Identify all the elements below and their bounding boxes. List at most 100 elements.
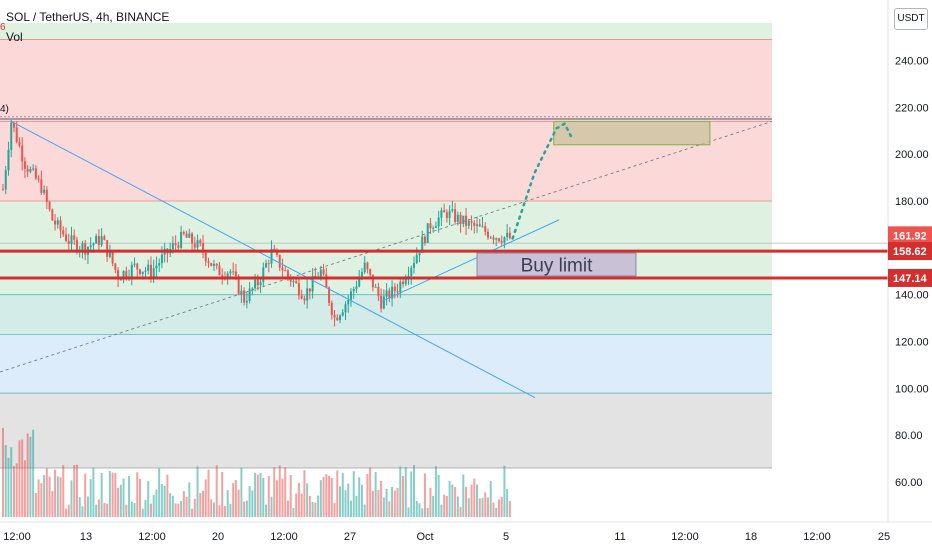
zone-6 (0, 393, 772, 468)
candle-body-161 (443, 210, 446, 213)
candle-body-16 (45, 189, 48, 202)
candle-body-151 (415, 255, 418, 264)
candle-body-146 (402, 281, 405, 285)
candle-body-156 (429, 223, 432, 229)
volume-bar-119 (328, 475, 331, 517)
price-axis[interactable]: 240.00 220.00 200.00 180.00 140.00 120.00 100.… (887, 0, 929, 522)
time-tick-3: 20 (212, 531, 224, 543)
candle-body-184 (506, 232, 509, 238)
volume-bar-79 (218, 505, 221, 517)
volume-bar-151 (415, 501, 418, 517)
volume-bar-27 (75, 464, 78, 517)
volume-bar-175 (481, 497, 484, 517)
candle-body-174 (478, 224, 481, 227)
currency-button[interactable]: USDT (894, 8, 928, 30)
time-axis[interactable]: 12:00 13 12:00 20 12:00 27 Oct 5 11 12:00 18 12:00 2… (0, 521, 932, 543)
candle-body-139 (382, 296, 385, 309)
candle-body-120 (330, 302, 333, 315)
candle-body-170 (467, 220, 470, 226)
volume-bar-132 (363, 504, 366, 517)
indicator-edge-label-2: 4) (0, 104, 9, 115)
volume-bar-182 (500, 496, 503, 517)
volume-bar-69 (191, 508, 194, 517)
volume-bar-115 (317, 495, 320, 517)
volume-bar-165 (454, 487, 457, 517)
volume-bar-54 (149, 503, 152, 517)
volume-bar-146 (402, 475, 405, 517)
volume-bar-101 (278, 465, 281, 517)
volume-bar-56 (155, 489, 158, 517)
candle-body-108 (297, 283, 300, 296)
volume-bar-63 (174, 503, 177, 517)
volume-bar-106 (292, 507, 295, 517)
volume-bar-111 (306, 483, 309, 517)
volume-bar-74 (204, 479, 207, 517)
volume-bar-32 (89, 479, 92, 517)
time-tick-4: 12:00 (270, 531, 298, 543)
volume-bar-38 (106, 503, 109, 517)
volume-bar-99 (273, 467, 276, 517)
volume-bar-46 (128, 476, 131, 517)
candle-body-6 (18, 141, 21, 146)
volume-bar-31 (86, 496, 89, 517)
buy-limit-text: Buy limit (521, 256, 594, 277)
candle-body-143 (393, 286, 396, 292)
candle-body-109 (300, 295, 303, 299)
candle-body-52 (144, 270, 147, 272)
candle-body-127 (349, 291, 352, 300)
volume-bar-178 (489, 481, 492, 517)
candle-body-44 (122, 271, 125, 280)
candle-body-45 (125, 271, 128, 277)
buy-limit-annotation: Buy limit (476, 252, 637, 277)
candle-body-102 (281, 267, 284, 271)
volume-bar-140 (385, 488, 388, 517)
candle-body-168 (462, 215, 465, 225)
volume-bar-170 (467, 498, 470, 517)
candle-body-138 (380, 295, 383, 309)
candle-body-23 (65, 234, 68, 242)
volume-bar-142 (391, 487, 394, 517)
candle-body-123 (339, 315, 342, 321)
candle-body-141 (388, 290, 391, 299)
volume-label: Vol (6, 30, 23, 44)
candle-body-163 (448, 210, 451, 218)
volume-bar-57 (158, 468, 161, 517)
price-tick-3: 180.00 (895, 196, 929, 208)
volume-bar-86 (237, 489, 240, 517)
candle-body-149 (410, 267, 413, 276)
candle-body-173 (476, 224, 479, 226)
volume-bar-19 (54, 469, 57, 517)
candle-body-34 (95, 236, 98, 244)
candle-body-30 (84, 243, 87, 255)
candle-body-51 (141, 271, 144, 274)
candle-body-157 (432, 227, 435, 229)
volume-bar-183 (503, 465, 506, 517)
candle-body-22 (62, 230, 65, 235)
volume-bar-164 (451, 484, 454, 517)
candle-body-113 (311, 276, 314, 292)
volume-bar-40 (111, 472, 114, 517)
volume-bar-83 (229, 503, 232, 517)
zone-boundary-lines (0, 39, 888, 469)
candle-body-104 (286, 270, 289, 277)
volume-bar-62 (171, 495, 174, 517)
volume-bar-127 (349, 500, 352, 517)
volume-bar-53 (147, 481, 150, 517)
candle-body-58 (160, 254, 163, 264)
candle-body-67 (185, 233, 188, 238)
zone-4 (0, 294, 772, 335)
candle-body-49 (136, 263, 139, 270)
volume-bar-149 (410, 471, 413, 517)
candle-body-41 (114, 263, 117, 270)
candle-body-63 (174, 243, 177, 246)
time-tick-7: 5 (503, 531, 509, 543)
candle-body-1 (4, 170, 7, 190)
candle-body-107 (295, 281, 298, 284)
candle-body-154 (423, 236, 426, 243)
volume-bar-61 (169, 493, 172, 517)
volume-bar-17 (48, 476, 51, 517)
volume-bar-71 (196, 466, 199, 517)
volume-bar-75 (207, 469, 210, 517)
candle-body-116 (319, 269, 322, 278)
